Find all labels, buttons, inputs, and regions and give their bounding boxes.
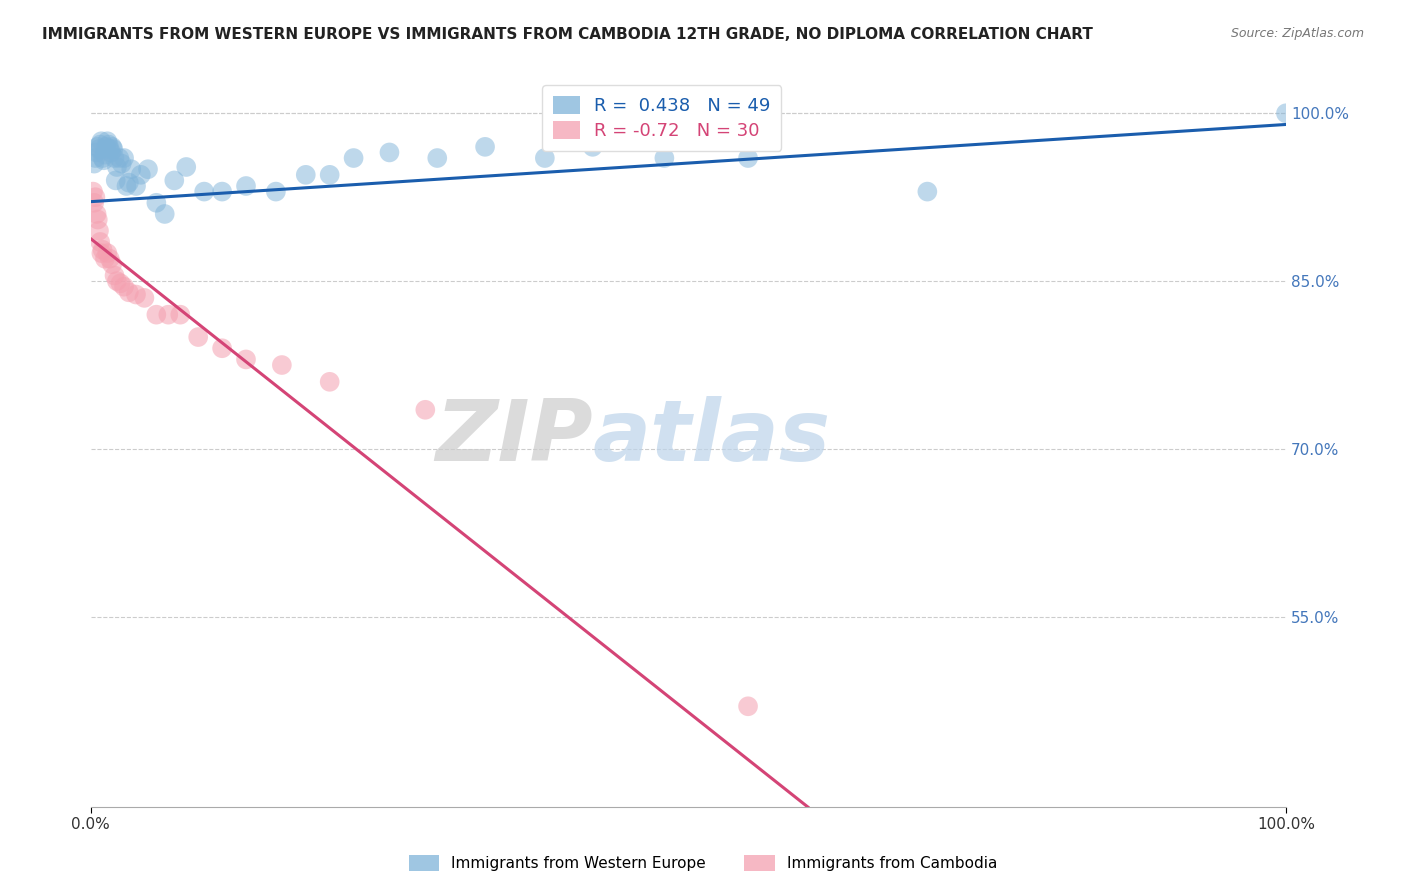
Point <box>87 140 110 154</box>
Point <box>90 134 112 148</box>
Point <box>87 224 110 238</box>
Point <box>294 168 316 182</box>
Point <box>93 153 115 168</box>
Point <box>83 195 105 210</box>
Point <box>91 243 114 257</box>
Point <box>136 162 159 177</box>
Point <box>125 179 148 194</box>
Point <box>84 151 107 165</box>
Point <box>235 179 257 194</box>
Point <box>120 162 142 177</box>
Point <box>100 145 122 160</box>
Point <box>917 185 939 199</box>
Legend: R =  0.438   N = 49, R = -0.72   N = 30: R = 0.438 N = 49, R = -0.72 N = 30 <box>541 85 782 151</box>
Text: atlas: atlas <box>593 396 831 479</box>
Point <box>112 151 135 165</box>
Point <box>654 151 676 165</box>
Point <box>129 168 152 182</box>
Point <box>534 151 557 165</box>
Point <box>103 142 125 156</box>
Point <box>235 352 257 367</box>
Point <box>89 137 111 152</box>
Point <box>97 137 120 152</box>
Point <box>96 134 118 148</box>
Point <box>145 195 167 210</box>
Point <box>145 308 167 322</box>
Point <box>342 151 364 165</box>
Point <box>153 207 176 221</box>
Point <box>737 699 759 714</box>
Point <box>108 151 131 165</box>
Point <box>318 375 340 389</box>
Point <box>174 160 197 174</box>
Point <box>87 212 110 227</box>
Text: ZIP: ZIP <box>434 396 593 479</box>
Point <box>90 246 112 260</box>
Point <box>582 140 605 154</box>
Point <box>110 277 132 291</box>
Point <box>211 185 233 199</box>
Point <box>211 341 233 355</box>
Point <box>193 185 215 199</box>
Point <box>96 246 118 260</box>
Point <box>86 207 108 221</box>
Point <box>105 160 128 174</box>
Point <box>91 151 114 165</box>
Point <box>426 151 449 165</box>
Point <box>98 252 121 266</box>
Point <box>270 358 292 372</box>
Point <box>413 402 436 417</box>
Point <box>98 142 121 156</box>
Point <box>83 156 105 170</box>
Point <box>94 147 117 161</box>
Point <box>157 308 180 322</box>
Legend: Immigrants from Western Europe, Immigrants from Cambodia: Immigrants from Western Europe, Immigran… <box>402 849 1004 877</box>
Point <box>134 291 156 305</box>
Text: Source: ZipAtlas.com: Source: ZipAtlas.com <box>1230 27 1364 40</box>
Point <box>103 268 125 283</box>
Point <box>118 176 141 190</box>
Text: IMMIGRANTS FROM WESTERN EUROPE VS IMMIGRANTS FROM CAMBODIA 12TH GRADE, NO DIPLOM: IMMIGRANTS FROM WESTERN EUROPE VS IMMIGR… <box>42 27 1092 42</box>
Point <box>163 173 186 187</box>
Point <box>118 285 141 300</box>
Point <box>103 151 125 165</box>
Point <box>112 279 135 293</box>
Point <box>89 235 111 249</box>
Point <box>318 168 340 182</box>
Point <box>187 330 209 344</box>
Point <box>111 156 134 170</box>
Point <box>96 140 118 154</box>
Point <box>125 287 148 301</box>
Point <box>101 257 124 271</box>
Point <box>737 151 759 165</box>
Point <box>105 274 128 288</box>
Point <box>87 142 110 156</box>
Point <box>94 252 117 266</box>
Point <box>378 145 401 160</box>
Point <box>82 185 104 199</box>
Point <box>474 140 496 154</box>
Point <box>84 190 107 204</box>
Point <box>101 140 124 154</box>
Point <box>1275 106 1298 120</box>
Point <box>86 145 108 160</box>
Point <box>169 308 191 322</box>
Point <box>115 179 138 194</box>
Point <box>104 173 127 187</box>
Point <box>264 185 287 199</box>
